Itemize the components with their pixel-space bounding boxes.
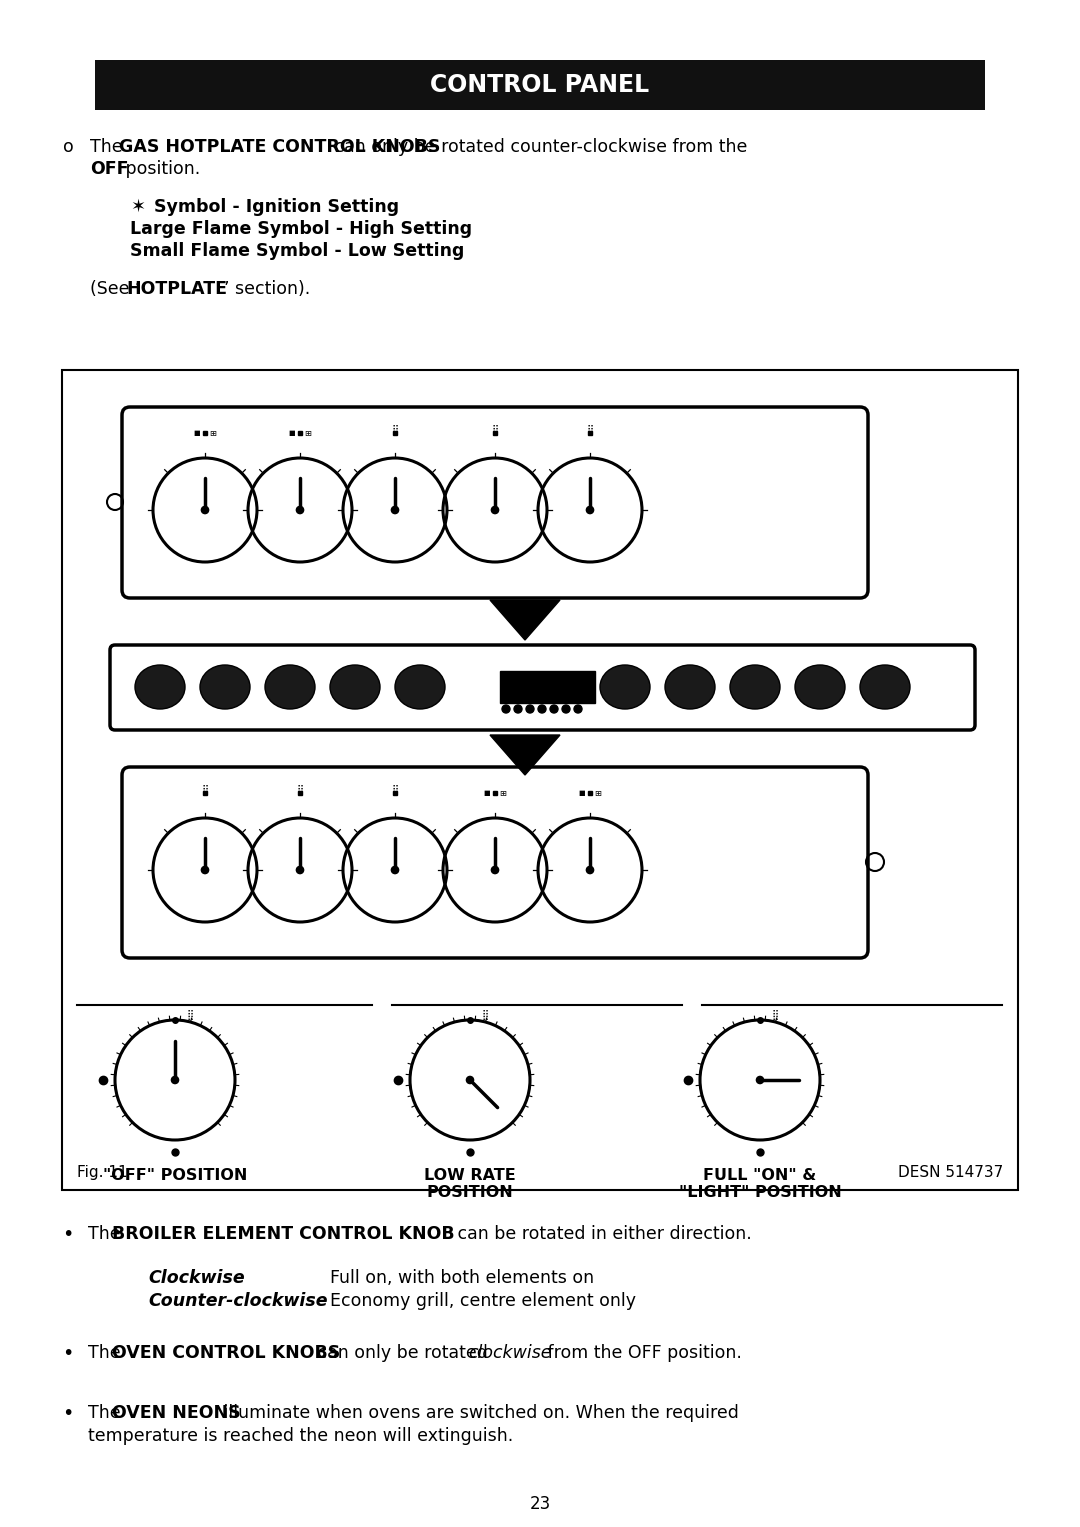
Text: ⣿: ⣿ — [187, 1009, 193, 1020]
Ellipse shape — [200, 664, 249, 709]
Ellipse shape — [860, 664, 910, 709]
Text: ⣿: ⣿ — [391, 425, 399, 435]
Text: BROILER ELEMENT CONTROL KNOB: BROILER ELEMENT CONTROL KNOB — [112, 1225, 455, 1243]
Circle shape — [514, 705, 522, 713]
FancyBboxPatch shape — [122, 408, 868, 599]
Circle shape — [562, 705, 570, 713]
Text: The: The — [90, 137, 129, 156]
Text: ■: ■ — [484, 789, 490, 796]
Text: Large Flame Symbol - High Setting: Large Flame Symbol - High Setting — [130, 220, 472, 238]
Circle shape — [573, 705, 582, 713]
Text: clockwise: clockwise — [468, 1344, 552, 1362]
Circle shape — [526, 705, 534, 713]
Text: can only be rotated: can only be rotated — [312, 1344, 494, 1362]
Text: ’ section).: ’ section). — [224, 279, 310, 298]
Text: 23: 23 — [529, 1495, 551, 1513]
FancyBboxPatch shape — [122, 767, 868, 957]
Text: position.: position. — [120, 160, 200, 179]
Circle shape — [296, 507, 303, 513]
Text: FULL "ON" &
"LIGHT" POSITION: FULL "ON" & "LIGHT" POSITION — [678, 1168, 841, 1200]
Ellipse shape — [600, 664, 650, 709]
Text: The: The — [87, 1225, 126, 1243]
FancyBboxPatch shape — [110, 644, 975, 730]
Text: LOW RATE
POSITION: LOW RATE POSITION — [424, 1168, 516, 1200]
Circle shape — [491, 866, 499, 873]
Text: o: o — [63, 137, 73, 156]
Text: The: The — [87, 1403, 126, 1422]
Text: ⊞: ⊞ — [210, 429, 216, 438]
Text: DESN 514737: DESN 514737 — [897, 1165, 1003, 1180]
Circle shape — [491, 507, 499, 513]
Text: ⣿: ⣿ — [491, 425, 499, 435]
Text: GAS HOTPLATE CONTROL KNOBS: GAS HOTPLATE CONTROL KNOBS — [119, 137, 441, 156]
Ellipse shape — [730, 664, 780, 709]
Circle shape — [538, 705, 546, 713]
Bar — [95, 60, 985, 110]
Text: ⣿: ⣿ — [482, 1009, 488, 1020]
Circle shape — [296, 866, 303, 873]
Circle shape — [391, 866, 399, 873]
Circle shape — [201, 866, 208, 873]
Text: ⊞: ⊞ — [594, 788, 602, 797]
Text: •: • — [63, 1344, 73, 1364]
Circle shape — [201, 507, 208, 513]
Text: CONTROL PANEL: CONTROL PANEL — [431, 73, 649, 98]
Text: Counter-clockwise: Counter-clockwise — [148, 1292, 327, 1310]
Text: HOTPLATE: HOTPLATE — [126, 279, 227, 298]
Circle shape — [502, 705, 510, 713]
Text: ⣿: ⣿ — [202, 785, 208, 796]
Circle shape — [586, 866, 594, 873]
Text: ✶: ✶ — [130, 199, 145, 215]
Text: ⣿: ⣿ — [391, 785, 399, 796]
Text: Fig. 11: Fig. 11 — [77, 1165, 127, 1180]
Circle shape — [756, 1077, 764, 1084]
Text: OFF: OFF — [90, 160, 129, 179]
Ellipse shape — [665, 664, 715, 709]
Text: •: • — [63, 1403, 73, 1423]
Text: OVEN NEONS: OVEN NEONS — [112, 1403, 241, 1422]
Text: ■: ■ — [288, 431, 295, 437]
Text: from the OFF position.: from the OFF position. — [542, 1344, 742, 1362]
Polygon shape — [490, 734, 561, 776]
Text: illuminate when ovens are switched on. When the required: illuminate when ovens are switched on. W… — [218, 1403, 739, 1422]
Text: temperature is reached the neon will extinguish.: temperature is reached the neon will ext… — [87, 1428, 513, 1445]
Circle shape — [550, 705, 558, 713]
Text: Full on, with both elements on: Full on, with both elements on — [330, 1269, 594, 1287]
Circle shape — [391, 507, 399, 513]
Bar — [500, 670, 595, 702]
Circle shape — [586, 507, 594, 513]
Text: Economy grill, centre element only: Economy grill, centre element only — [330, 1292, 636, 1310]
Circle shape — [172, 1077, 178, 1084]
Text: ⣿: ⣿ — [586, 425, 594, 435]
Text: The: The — [87, 1344, 126, 1362]
Bar — [62, 370, 1018, 1190]
Text: ⊞: ⊞ — [305, 429, 311, 438]
Text: can be rotated in either direction.: can be rotated in either direction. — [453, 1225, 752, 1243]
Circle shape — [467, 1077, 474, 1084]
Text: Small Flame Symbol - Low Setting: Small Flame Symbol - Low Setting — [130, 241, 464, 260]
Ellipse shape — [330, 664, 380, 709]
Text: "OFF" POSITION: "OFF" POSITION — [103, 1168, 247, 1183]
Text: can only be rotated counter-clockwise from the: can only be rotated counter-clockwise fr… — [329, 137, 747, 156]
Text: ■: ■ — [193, 431, 200, 437]
Text: ⣿: ⣿ — [296, 785, 303, 796]
Text: •: • — [63, 1225, 73, 1245]
Text: OVEN CONTROL KNOBS: OVEN CONTROL KNOBS — [112, 1344, 340, 1362]
Ellipse shape — [265, 664, 315, 709]
Text: ■: ■ — [579, 789, 585, 796]
Text: (See ‘: (See ‘ — [90, 279, 140, 298]
Text: Symbol - Ignition Setting: Symbol - Ignition Setting — [154, 199, 400, 215]
Ellipse shape — [135, 664, 185, 709]
Polygon shape — [490, 600, 561, 640]
Ellipse shape — [795, 664, 845, 709]
Text: ⣿: ⣿ — [771, 1009, 779, 1020]
Text: Clockwise: Clockwise — [148, 1269, 245, 1287]
Ellipse shape — [395, 664, 445, 709]
Text: ⊞: ⊞ — [499, 788, 507, 797]
